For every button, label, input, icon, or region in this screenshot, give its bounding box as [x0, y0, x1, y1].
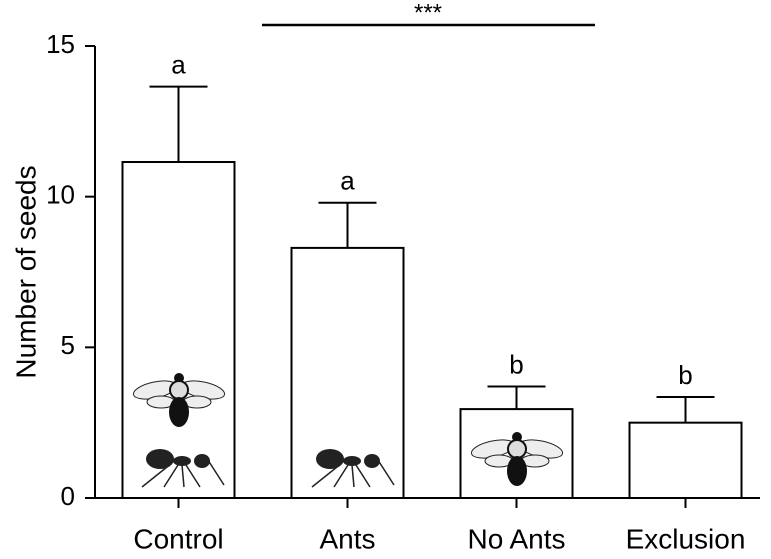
- y-tick-label: 5: [61, 330, 75, 360]
- ant-gaster: [146, 449, 174, 469]
- x-tick-label: Ants: [319, 523, 375, 554]
- y-tick-label: 15: [46, 29, 75, 59]
- significance-letter: a: [171, 50, 186, 80]
- significance-letter: b: [678, 360, 692, 390]
- ant-legs: [141, 456, 225, 488]
- y-axis-label: Number of seeds: [10, 165, 41, 378]
- ant-thorax: [173, 456, 191, 466]
- ant-head: [194, 454, 210, 468]
- bar: [121, 161, 236, 499]
- x-tick-label: No Ants: [467, 523, 565, 554]
- bee-abdomen: [507, 456, 527, 486]
- ant-icon: [311, 449, 395, 488]
- ant-head: [364, 454, 380, 468]
- significance-label: ***: [414, 0, 442, 26]
- bee-icon: [132, 373, 226, 427]
- significance-letter: a: [340, 166, 355, 196]
- bar: [290, 246, 405, 499]
- ant-thorax: [343, 456, 361, 466]
- x-tick-label: Control: [133, 523, 223, 554]
- bee-abdomen: [169, 397, 189, 427]
- bee-thorax: [507, 439, 527, 459]
- ant-icon: [141, 449, 225, 488]
- ant-gaster: [316, 449, 344, 469]
- y-tick-label: 10: [46, 180, 75, 210]
- bee-icon: [470, 432, 564, 486]
- ant-legs: [311, 456, 395, 488]
- x-tick-label: Exclusion: [626, 523, 746, 554]
- bee-thorax: [169, 380, 189, 400]
- bar: [628, 421, 743, 499]
- y-tick-label: 0: [61, 481, 75, 511]
- significance-letter: b: [509, 349, 523, 379]
